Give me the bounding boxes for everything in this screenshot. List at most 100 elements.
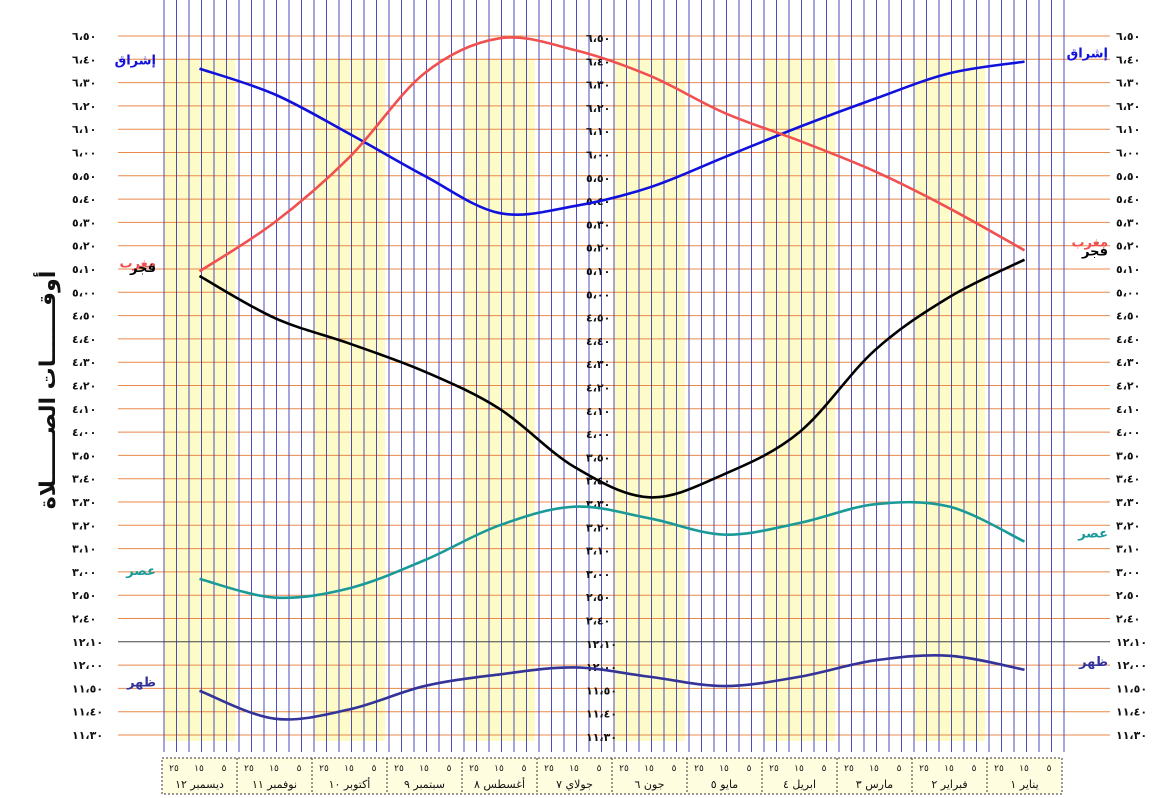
y-axis-right: ٦،٥٠ ٦،٤٠ ٦،٣٠ ٦،٢٠ ٦،١٠ ٦،٠٠ ٥،٥٠ ٥،٤٠ ٥،٣٠ ٥،٢٠… [1116, 30, 1147, 742]
y-tick-left: ٤،٥٠ [72, 310, 96, 323]
month-label: جون ٦ [635, 778, 665, 791]
y-tick-left: ٦،٢٠ [72, 100, 96, 113]
day-tick: ٢٥ [169, 764, 179, 774]
month-band [614, 59, 685, 742]
day-tick: ٢٥ [319, 764, 329, 774]
day-tick: ١٥ [194, 764, 204, 774]
month-label: جولاي ٧ [556, 778, 593, 791]
day-tick: ٥ [222, 764, 227, 774]
y-tick-center: ٦،٣٠ [586, 79, 610, 92]
y-tick-left: ١١،٤٠ [72, 706, 103, 719]
y-tick-right: ٣،٤٠ [1116, 473, 1140, 486]
day-tick: ٥ [522, 764, 527, 774]
y-tick-center: ١١،٥٠ [586, 684, 617, 697]
y-tick-right: ١٢،٠٠ [1116, 659, 1147, 672]
month-band [914, 59, 985, 742]
day-tick: ٢٥ [769, 764, 779, 774]
month-band [464, 59, 535, 742]
y-tick-center: ٣،٥٠ [586, 451, 610, 464]
y-tick-left: ٥،٥٠ [72, 170, 96, 183]
y-tick-left: ١١،٣٠ [72, 729, 103, 742]
y-tick-left: ٣،٥٠ [72, 449, 96, 462]
y-tick-right: ٥،٣٠ [1116, 216, 1140, 229]
series-line [199, 60, 1025, 217]
y-tick-right: ٣،٥٠ [1116, 449, 1140, 462]
series-line [199, 654, 1025, 721]
y-tick-center: ٥،٣٠ [586, 218, 610, 231]
y-tick-right: ٤،٢٠ [1116, 380, 1140, 393]
day-tick: ٥ [1047, 764, 1052, 774]
day-tick: ١٥ [1019, 764, 1029, 774]
day-tick: ٢٥ [994, 764, 1004, 774]
day-tick: ٥ [297, 764, 302, 774]
y-tick-center: ٤،٤٠ [586, 335, 610, 348]
day-tick: ٥ [447, 764, 452, 774]
series-label-right: مغرب [1071, 235, 1108, 250]
series-line [199, 500, 1026, 600]
y-tick-center: ٤،٣٠ [586, 358, 610, 371]
chart-title: أوقـــــــات الصــــــلاة [32, 271, 61, 510]
y-tick-center: ٣،٠٠ [586, 568, 610, 581]
day-tick: ١٥ [869, 764, 879, 774]
month-label: ديسمبر ١٢ [175, 778, 224, 791]
series-label-left: إشراق [115, 54, 156, 69]
y-tick-left: ٦،٤٠ [72, 53, 96, 66]
month-label: نوفمبر ١١ [252, 778, 297, 791]
series-label-right: عصر [1077, 527, 1108, 542]
month-bands [164, 59, 985, 742]
series-label-left: مغرب [119, 256, 156, 271]
y-tick-left: ٢،٥٠ [72, 589, 96, 602]
series-label-right: فجر [1081, 245, 1108, 260]
y-tick-left: ٤،٣٠ [72, 356, 96, 369]
y-tick-center: ٤،١٠ [586, 405, 610, 418]
series-label-right: ظهر [1078, 655, 1108, 670]
day-tick: ١٥ [719, 764, 729, 774]
y-tick-center: ٦،٥٠ [586, 32, 610, 45]
day-tick: ١٥ [794, 764, 804, 774]
series-label-left: عصر [125, 564, 156, 579]
day-tick: ٥ [672, 764, 677, 774]
day-tick: ٢٥ [619, 764, 629, 774]
y-tick-center: ٢،٤٠ [586, 615, 610, 628]
day-tick: ٢٥ [544, 764, 554, 774]
month-label: أكتوبر ١٠ [329, 777, 371, 791]
day-tick: ٢٥ [844, 764, 854, 774]
y-tick-right: ٦،٠٠ [1116, 147, 1140, 160]
y-tick-right: ١١،٣٠ [1116, 729, 1147, 742]
series-line [198, 36, 1026, 273]
y-tick-right: ٤،١٠ [1116, 403, 1140, 416]
day-tick: ٢٥ [469, 764, 479, 774]
month-label: مايو ٥ [711, 778, 739, 791]
y-tick-right: ١١،٤٠ [1116, 706, 1147, 719]
day-tick: ٢٥ [694, 764, 704, 774]
y-tick-left: ٣،٢٠ [72, 519, 96, 532]
y-tick-right: ٣،١٠ [1116, 543, 1140, 556]
day-tick: ١٥ [494, 764, 504, 774]
y-tick-left: ٣،٣٠ [72, 496, 96, 509]
day-tick: ١٥ [569, 764, 579, 774]
y-tick-center: ٢،٥٠ [586, 591, 610, 604]
y-tick-left: ١٢،٠٠ [72, 659, 103, 672]
y-tick-left: ٦،٠٠ [72, 147, 96, 160]
day-tick: ٥ [372, 764, 377, 774]
y-tick-left: ٥،٠٠ [72, 286, 96, 299]
y-tick-right: ٥،١٠ [1116, 263, 1140, 276]
day-tick: ٥ [822, 764, 827, 774]
y-tick-left: ٥،٣٠ [72, 216, 96, 229]
y-tick-right: ١١،٥٠ [1116, 682, 1147, 695]
y-tick-center: ٥،٢٠ [586, 242, 610, 255]
y-tick-left: ٣،٠٠ [72, 566, 96, 579]
day-tick: ٢٥ [244, 764, 254, 774]
y-tick-left: ٥،١٠ [72, 263, 96, 276]
y-tick-left: ٥،٤٠ [72, 193, 96, 206]
series-label-left: فجر [129, 261, 156, 276]
y-tick-right: ٤،٣٠ [1116, 356, 1140, 369]
y-tick-right: ٦،٣٠ [1116, 77, 1140, 90]
y-tick-center: ٣،٢٠ [586, 521, 610, 534]
y-tick-left: ٥،٢٠ [72, 240, 96, 253]
month-band [764, 59, 835, 742]
day-tick: ٥ [597, 764, 602, 774]
y-tick-right: ٤،٥٠ [1116, 310, 1140, 323]
month-band [164, 59, 235, 742]
